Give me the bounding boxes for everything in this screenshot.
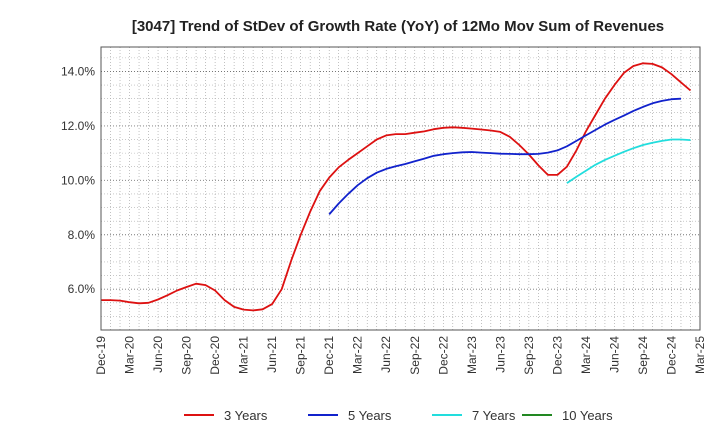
legend: 3 Years 5 Years 7 Years 10 Years bbox=[184, 408, 613, 423]
legend-label-3-years: 3 Years bbox=[224, 408, 268, 423]
plot-frame bbox=[100, 46, 701, 331]
x-tick-label: Dec-21 bbox=[322, 336, 336, 375]
series-line-5-years bbox=[328, 97, 682, 215]
x-tick-label: Mar-22 bbox=[351, 336, 365, 374]
x-tick-label: Jun-24 bbox=[607, 336, 621, 373]
grid-lines bbox=[101, 47, 700, 330]
x-tick-label: Sep-23 bbox=[522, 336, 536, 375]
x-tick-label: Jun-21 bbox=[265, 336, 279, 373]
x-tick-label: Sep-21 bbox=[294, 336, 308, 375]
y-tick-label: 14.0% bbox=[61, 64, 95, 78]
x-tick-label: Dec-23 bbox=[550, 336, 564, 375]
chart-title: [3047] Trend of StDev of Growth Rate (Yo… bbox=[132, 18, 664, 35]
legend-label-10-years: 10 Years bbox=[562, 408, 613, 423]
x-tick-label: Jun-20 bbox=[151, 336, 165, 373]
y-tick-label: 6.0% bbox=[68, 282, 96, 296]
x-tick-label: Mar-20 bbox=[123, 336, 137, 374]
series-line-7-years bbox=[566, 138, 691, 184]
x-tick-label: Dec-19 bbox=[94, 336, 108, 375]
x-tick-label: Dec-20 bbox=[208, 336, 222, 375]
x-tick-label: Dec-24 bbox=[664, 336, 678, 375]
x-tick-label: Mar-23 bbox=[465, 336, 479, 374]
x-axis: Dec-19 Mar-20 Jun-20 Sep-20 Dec-20 Mar-21 Jun-… bbox=[94, 336, 707, 375]
series-lines bbox=[101, 62, 692, 312]
y-tick-label: 8.0% bbox=[68, 228, 96, 242]
x-tick-label: Jun-22 bbox=[379, 336, 393, 373]
x-tick-label: Mar-21 bbox=[237, 336, 251, 374]
x-tick-label: Sep-20 bbox=[180, 336, 194, 375]
x-tick-label: Mar-25 bbox=[693, 336, 707, 374]
x-tick-label: Mar-24 bbox=[579, 336, 593, 374]
y-tick-label: 12.0% bbox=[61, 119, 95, 133]
legend-label-7-years: 7 Years bbox=[472, 408, 516, 423]
x-tick-label: Jun-23 bbox=[493, 336, 507, 373]
x-tick-label: Sep-22 bbox=[408, 336, 422, 375]
x-tick-label: Sep-24 bbox=[636, 336, 650, 375]
y-axis: 6.0% 8.0% 10.0% 12.0% 14.0% bbox=[61, 64, 95, 296]
legend-label-5-years: 5 Years bbox=[348, 408, 392, 423]
y-tick-label: 10.0% bbox=[61, 173, 95, 187]
x-tick-label: Dec-22 bbox=[436, 336, 450, 375]
series-line-3-years bbox=[101, 62, 692, 312]
